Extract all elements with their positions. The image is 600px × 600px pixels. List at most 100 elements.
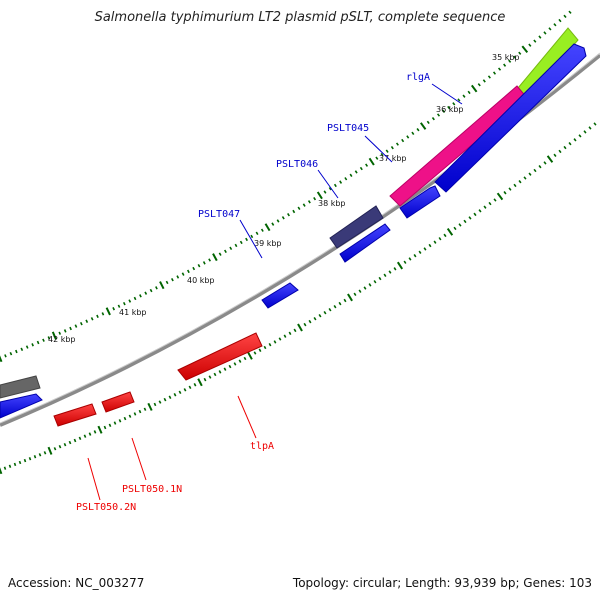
label-PSLT046: PSLT046 bbox=[276, 159, 318, 170]
outer-tick bbox=[339, 180, 343, 184]
inner-tick bbox=[273, 340, 277, 344]
inner-tick bbox=[113, 421, 117, 425]
inner-tick bbox=[183, 388, 187, 392]
outer-tick bbox=[452, 102, 456, 106]
inner-tick bbox=[403, 260, 407, 264]
gene-blue-pslt046[interactable] bbox=[339, 223, 391, 263]
inner-tick bbox=[58, 444, 62, 449]
outer-tick bbox=[359, 166, 363, 171]
inner-tick bbox=[73, 438, 77, 443]
label-PSLT047: PSLT047 bbox=[198, 209, 240, 220]
inner-tick bbox=[103, 425, 107, 430]
inner-tick bbox=[158, 400, 162, 404]
gene-blue-pslt045[interactable] bbox=[399, 185, 441, 219]
outer-tick bbox=[105, 307, 111, 316]
inner-tick bbox=[188, 385, 192, 389]
gene-PSLT047[interactable] bbox=[261, 282, 299, 309]
label-PSLT045: PSLT045 bbox=[327, 123, 369, 134]
inner-tick bbox=[383, 273, 387, 278]
inner-tick bbox=[413, 253, 417, 258]
outer-tick bbox=[170, 278, 174, 282]
inner-tick bbox=[438, 237, 442, 241]
inner-tick bbox=[508, 187, 512, 191]
leader-rlgA bbox=[431, 83, 463, 105]
label-rlgA: rlgA bbox=[406, 72, 430, 83]
outer-tick bbox=[79, 321, 83, 326]
inner-tick bbox=[258, 348, 262, 352]
outer-tick bbox=[548, 27, 552, 31]
outer-tick bbox=[558, 18, 562, 23]
scale-label-41: 41 kbp bbox=[119, 308, 147, 317]
inner-tick bbox=[468, 216, 472, 220]
gene-tlpA[interactable] bbox=[177, 332, 263, 381]
inner-tick bbox=[546, 155, 554, 163]
inner-tick bbox=[393, 267, 397, 271]
inner-tick bbox=[197, 378, 203, 387]
outer-tick bbox=[513, 55, 517, 59]
gene-PSLT046[interactable] bbox=[329, 205, 384, 249]
outer-tick bbox=[297, 206, 301, 211]
outer-tick bbox=[462, 94, 466, 98]
label-PSLT050-2N: PSLT050.2N bbox=[76, 502, 136, 513]
inner-tick bbox=[153, 402, 157, 407]
inner-tick bbox=[396, 261, 404, 270]
outer-tick bbox=[411, 131, 415, 136]
outer-tick bbox=[416, 128, 420, 132]
inner-tick bbox=[458, 223, 462, 227]
label-tlpA: tlpA bbox=[250, 441, 274, 452]
outer-tick bbox=[302, 203, 306, 207]
summary-text: Topology: circular; Length: 93,939 bp; G… bbox=[292, 576, 592, 590]
outer-tick bbox=[42, 338, 45, 342]
outer-tick bbox=[533, 39, 537, 43]
outer-tick bbox=[470, 84, 478, 93]
inner-tick bbox=[128, 414, 132, 418]
gene-blue-left[interactable] bbox=[0, 393, 43, 419]
outer-tick bbox=[271, 222, 275, 226]
outer-tick bbox=[245, 237, 248, 242]
outer-tick bbox=[74, 324, 78, 328]
inner-tick bbox=[93, 430, 97, 434]
outer-tick bbox=[385, 149, 389, 153]
outer-tick bbox=[0, 355, 3, 363]
inner-tick bbox=[133, 412, 137, 416]
outer-tick bbox=[368, 157, 375, 166]
inner-tick bbox=[573, 138, 577, 142]
gene-rlgA-bar[interactable] bbox=[389, 85, 528, 207]
inner-tick bbox=[43, 451, 47, 455]
gene-PSLT050-2N[interactable] bbox=[53, 403, 97, 427]
inner-tick bbox=[428, 243, 432, 248]
inner-tick bbox=[28, 457, 32, 461]
outer-tick bbox=[457, 98, 461, 102]
inner-tick bbox=[253, 351, 257, 355]
inner-tick bbox=[223, 367, 227, 371]
gene-PSLT050-1N[interactable] bbox=[101, 391, 135, 413]
leader-PSLT045 bbox=[364, 135, 393, 163]
outer-tick bbox=[31, 343, 34, 347]
inner-tick bbox=[308, 319, 312, 324]
scale-label-40: 40 kbp bbox=[187, 276, 215, 285]
leader-tlpA bbox=[237, 395, 257, 439]
outer-tick bbox=[90, 317, 94, 321]
inner-tick bbox=[88, 432, 92, 436]
inner-tick bbox=[0, 467, 3, 475]
inner-tick bbox=[373, 280, 377, 284]
inner-tick bbox=[303, 322, 307, 327]
inner-tick bbox=[388, 270, 392, 274]
outer-tick bbox=[287, 212, 290, 217]
outer-tick bbox=[401, 138, 405, 143]
inner-tick bbox=[318, 313, 322, 318]
gene-grey-left[interactable] bbox=[0, 375, 41, 399]
outer-tick bbox=[128, 299, 132, 303]
outer-tick bbox=[159, 281, 165, 290]
inner-tick bbox=[238, 359, 242, 363]
inner-tick bbox=[63, 442, 67, 447]
outer-tick bbox=[528, 43, 532, 47]
gene-blue-long[interactable] bbox=[434, 43, 587, 193]
outer-tick bbox=[518, 51, 522, 55]
outer-tick bbox=[255, 231, 259, 235]
inner-tick bbox=[593, 122, 597, 126]
outer-tick bbox=[197, 264, 201, 268]
inner-tick bbox=[368, 283, 372, 287]
inner-tick bbox=[358, 289, 362, 293]
